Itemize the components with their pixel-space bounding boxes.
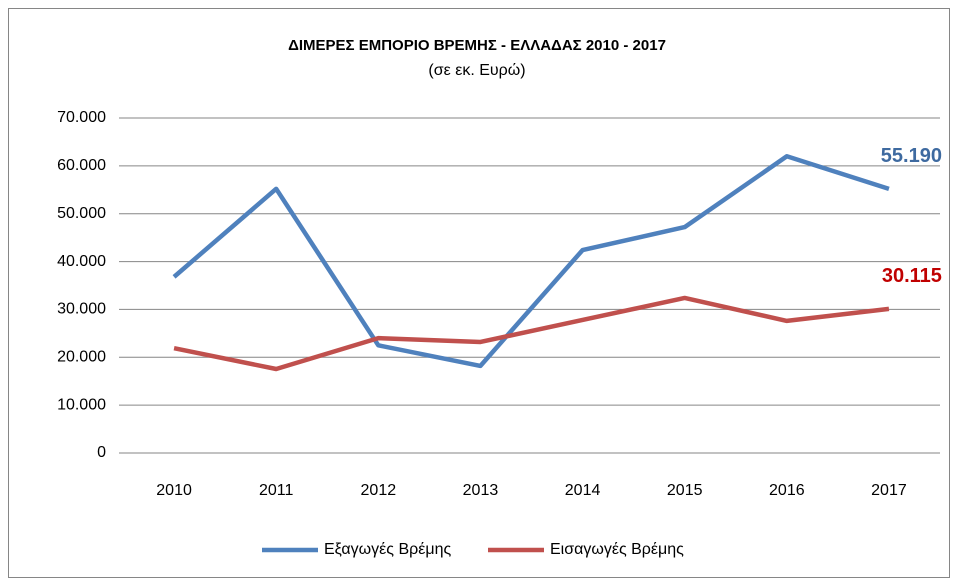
series-line [172, 154, 890, 369]
y-tick-label: 60.000 [57, 157, 106, 174]
legend-label: Εισαγωγές Βρέμης [550, 541, 684, 558]
x-tick-label: 2011 [259, 482, 294, 499]
chart-frame [8, 8, 950, 578]
y-tick-label: 50.000 [57, 205, 106, 222]
x-tick-label: 2012 [361, 482, 397, 499]
x-tick-label: 2015 [667, 482, 703, 499]
data-label: 30.115 [882, 265, 942, 287]
x-tick-label: 2017 [871, 482, 907, 499]
y-tick-label: 20.000 [57, 349, 106, 366]
x-tick-label: 2010 [156, 482, 192, 499]
x-tick-label: 2014 [565, 482, 601, 499]
data-label: 55.190 [881, 145, 942, 167]
series-line [173, 295, 890, 372]
y-tick-label: 30.000 [57, 301, 106, 318]
chart-title: ΔΙΜΕΡΕΣ ΕΜΠΟΡΙΟ ΒΡΕΜΗΣ - ΕΛΛΑΔΑΣ 2010 - … [288, 37, 666, 54]
y-tick-label: 10.000 [57, 396, 106, 413]
x-tick-label: 2013 [463, 482, 499, 499]
y-tick-label: 0 [97, 444, 106, 461]
y-tick-label: 40.000 [57, 253, 106, 270]
chart-subtitle: (σε εκ. Ευρώ) [428, 62, 525, 79]
x-tick-label: 2016 [769, 482, 805, 499]
legend-label: Εξαγωγές Βρέμης [324, 541, 451, 558]
y-tick-label: 70.000 [57, 109, 106, 126]
